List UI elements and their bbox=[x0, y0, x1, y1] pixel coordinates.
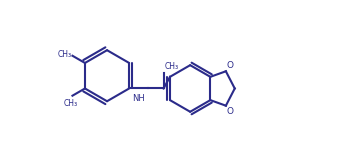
Text: CH₃: CH₃ bbox=[63, 99, 77, 108]
Text: NH: NH bbox=[132, 94, 145, 103]
Text: O: O bbox=[227, 61, 234, 70]
Text: CH₃: CH₃ bbox=[165, 62, 179, 71]
Text: O: O bbox=[227, 107, 234, 116]
Text: CH₃: CH₃ bbox=[57, 50, 71, 59]
